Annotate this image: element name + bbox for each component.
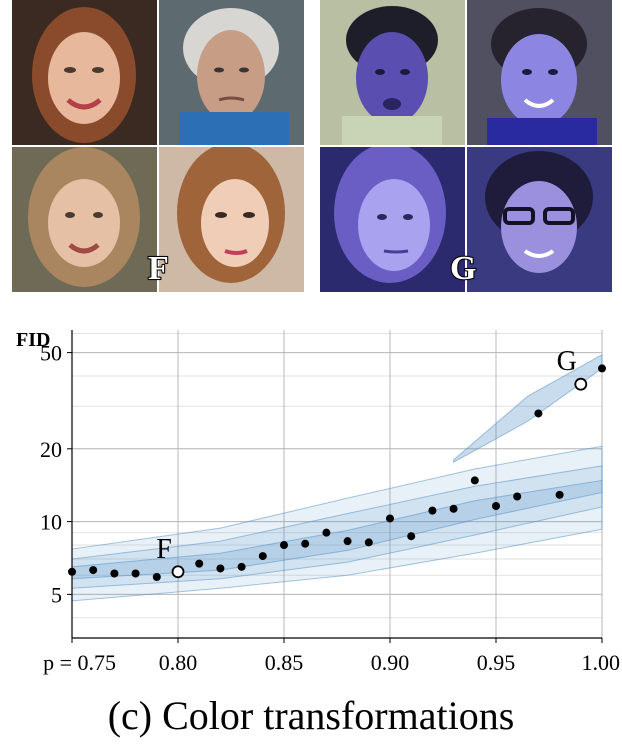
band-inner — [71, 479, 603, 580]
data-point — [598, 364, 606, 373]
band-upper — [453, 353, 603, 464]
data-point — [428, 506, 437, 515]
data-point — [89, 566, 98, 575]
y-axis-label: FID — [16, 329, 50, 351]
point-label: G — [557, 346, 577, 377]
panel-letter-f: F — [147, 249, 170, 288]
point-label: F — [156, 534, 172, 565]
panel-g-images: G — [320, 0, 612, 292]
figure-caption: (c) Color transformations — [107, 693, 515, 738]
face-image — [320, 0, 465, 145]
data-point — [555, 490, 564, 499]
data-point — [364, 538, 373, 547]
data-point — [322, 528, 331, 537]
band-middle — [71, 465, 603, 589]
data-point — [195, 559, 204, 568]
data-point — [534, 409, 543, 418]
x-tick-label: p = 0.75 — [43, 650, 116, 675]
face-image — [12, 0, 157, 145]
face-image — [467, 0, 612, 145]
panel-letter-g: G — [449, 249, 477, 288]
highlight-point — [574, 377, 588, 391]
panel-f-images: F — [12, 0, 304, 292]
axes — [67, 330, 603, 643]
x-tick-label: 1.00 — [582, 650, 621, 675]
data-point — [343, 537, 352, 546]
data-point — [280, 541, 288, 550]
fid-chart: F G 5 10 20 50 p = 0.75 0.80 0.85 0.90 0.95 1.00 FID — [16, 329, 620, 675]
data-point — [216, 564, 225, 573]
y-tick-label: 50 — [40, 341, 62, 366]
face-image — [12, 147, 157, 292]
x-tick-label: 0.85 — [265, 650, 304, 675]
y-tick-label: 20 — [40, 437, 62, 462]
data-point — [449, 504, 458, 513]
x-tick-label: 0.80 — [159, 650, 198, 675]
band-outer — [71, 445, 603, 602]
face-image — [320, 147, 465, 292]
face-image — [159, 0, 304, 145]
data-point — [407, 532, 416, 541]
data-points — [68, 364, 606, 581]
confidence-bands — [71, 353, 603, 602]
data-point — [237, 562, 246, 571]
data-point — [110, 569, 119, 578]
highlight-point — [171, 565, 185, 579]
data-point — [152, 572, 161, 581]
data-point — [470, 476, 479, 485]
face-image — [159, 147, 304, 292]
data-point — [301, 539, 310, 548]
data-point — [131, 569, 140, 578]
data-point — [513, 492, 522, 501]
x-tick-label: 0.90 — [371, 650, 410, 675]
y-tick-label: 10 — [40, 510, 62, 535]
data-point — [386, 514, 394, 523]
face-image — [467, 147, 612, 292]
data-point — [258, 552, 267, 561]
y-tick-label: 5 — [51, 582, 62, 607]
data-point — [68, 567, 76, 576]
x-tick-label: 0.95 — [477, 650, 516, 675]
data-point — [492, 502, 500, 511]
tick-labels: F G 5 10 20 50 p = 0.75 0.80 0.85 0.90 0.95 1.00 FID — [16, 329, 620, 675]
